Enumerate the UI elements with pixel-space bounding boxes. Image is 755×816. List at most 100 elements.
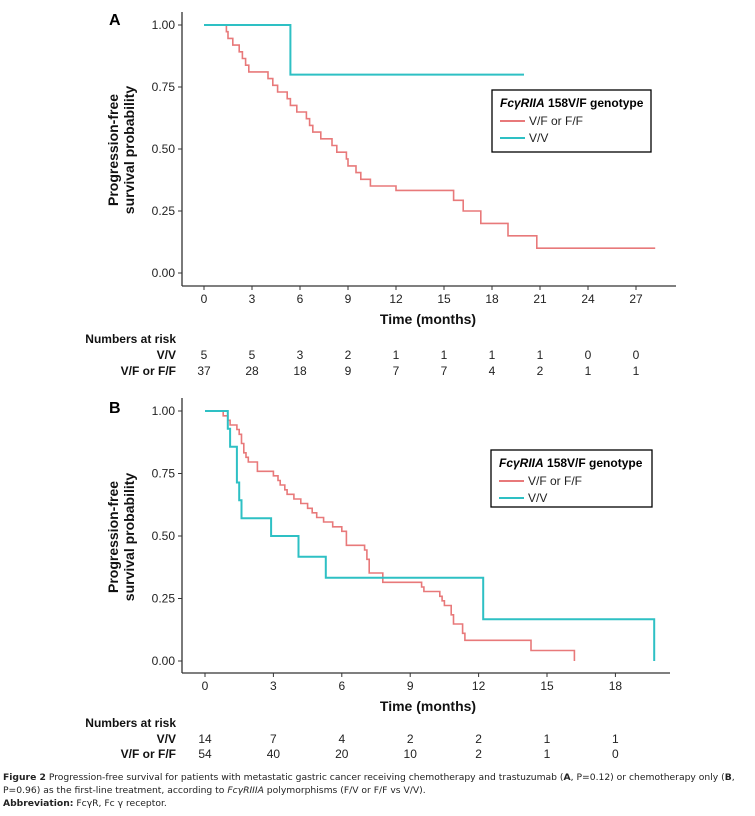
km-curve-vv	[205, 410, 656, 661]
risk-table-title: Numbers at risk	[85, 716, 176, 730]
caption-text-1: Progression-free survival for patients w…	[45, 772, 564, 783]
risk-value: 10	[404, 747, 418, 761]
x-tick-label: 24	[581, 292, 595, 306]
y-axis-title-line1: Progression-free	[105, 481, 121, 593]
caption-main: Figure 2 Progression-free survival for p…	[3, 771, 755, 797]
y-tick-label: 0.50	[152, 529, 176, 543]
risk-value: 5	[249, 348, 256, 362]
legend-label-vv: V/V	[529, 131, 548, 145]
risk-value: 0	[585, 348, 592, 362]
risk-value: 1	[585, 364, 592, 378]
x-tick-label: 6	[338, 679, 345, 693]
risk-value: 1	[441, 348, 448, 362]
km-curve-vf-ff	[205, 410, 576, 661]
risk-value: 4	[338, 732, 345, 746]
series-group	[205, 410, 656, 661]
risk-value: 1	[537, 348, 544, 362]
x-tick-label: 0	[202, 679, 209, 693]
risk-value: 5	[201, 348, 208, 362]
panel-label-b: B	[109, 400, 121, 417]
x-tick-label: 9	[407, 679, 414, 693]
panel-a: A Progression-free survival probability …	[85, 12, 676, 378]
risk-value: 1	[489, 348, 496, 362]
panel-label-a: A	[109, 12, 121, 29]
y-axis-title-line2: survival probability	[121, 473, 137, 602]
y-tick-label: 0.00	[152, 266, 176, 280]
risk-value: 1	[544, 747, 551, 761]
caption-text-2: polymorphisms (F/V or F/F vs V/V).	[263, 785, 426, 796]
x-tick-label: 3	[249, 292, 256, 306]
caption-abbrev-text: FcγR, Fc γ receptor.	[73, 798, 167, 809]
y-tick-label: 1.00	[152, 18, 176, 32]
risk-value: 54	[198, 747, 212, 761]
x-ticks: 0 3 6 9 12 15 18	[202, 673, 623, 693]
x-tick-label: 12	[389, 292, 403, 306]
x-tick-label: 15	[437, 292, 451, 306]
y-tick-label: 0.75	[152, 80, 176, 94]
risk-values: 5 5 3 2 1 1 1 1 0 0 37 28 18 9 7 7 4 2 1 1	[197, 348, 639, 378]
risk-value: 7	[393, 364, 400, 378]
legend-title: FcγRIIA 158V/F genotype	[500, 96, 644, 110]
legend-title-gene: FcγRIIA	[499, 456, 544, 470]
y-tick-label: 0.25	[152, 204, 176, 218]
figure: A Progression-free survival probability …	[85, 12, 676, 761]
y-axis-title: Progression-free survival probability	[105, 86, 137, 215]
risk-value: 2	[537, 364, 544, 378]
risk-value: 28	[245, 364, 259, 378]
risk-value: 1	[633, 364, 640, 378]
y-tick-label: 0.00	[152, 654, 176, 668]
caption-a-p: , P=0.12) or chemotherapy only (	[570, 772, 725, 783]
figure-caption: Figure 2 Progression-free survival for p…	[3, 771, 755, 810]
x-tick-label: 21	[533, 292, 547, 306]
y-tick-label: 0.50	[152, 142, 176, 156]
risk-value: 9	[345, 364, 352, 378]
risk-row-label-vf-ff: V/F or F/F	[121, 747, 176, 761]
x-tick-label: 15	[540, 679, 554, 693]
risk-value: 3	[297, 348, 304, 362]
y-axis-title-line1: Progression-free	[105, 94, 121, 206]
risk-value: 37	[197, 364, 211, 378]
risk-value: 0	[633, 348, 640, 362]
caption-a-label: A	[563, 772, 571, 783]
y-tick-label: 0.25	[152, 592, 176, 606]
legend-title-rest: 158V/F genotype	[544, 456, 643, 470]
caption-b-label: B	[724, 772, 732, 783]
legend: FcγRIIA 158V/F genotype V/F or F/F V/V	[491, 89, 652, 153]
caption-gene: FcγRIIIA	[227, 785, 264, 796]
risk-table: Numbers at risk V/V V/F or F/F 14 7 4 2 2 1 15…	[85, 716, 619, 761]
x-axis-title: Time (months)	[380, 311, 476, 327]
risk-value: 18	[293, 364, 307, 378]
risk-row-label-vv: V/V	[157, 732, 176, 746]
km-curve-vf-ff	[204, 24, 656, 249]
risk-value: 7	[441, 364, 448, 378]
y-axis-title-line2: survival probability	[121, 86, 137, 215]
risk-value: 7	[270, 732, 277, 746]
risk-value: 1	[544, 732, 551, 746]
x-tick-label: 6	[297, 292, 304, 306]
x-tick-label: 0	[201, 292, 208, 306]
caption-abbrev-label: Abbreviation:	[3, 798, 74, 809]
legend-label-vv: V/V	[528, 491, 547, 505]
km-curve-vv	[204, 24, 524, 76]
y-ticks: 0.00 0.25 0.50 0.75 1.00	[152, 18, 182, 280]
caption-abbreviation: Abbreviation: FcγR, Fc γ receptor.	[3, 797, 755, 810]
x-ticks: 0 3 6 9 12 15 18 21 24 27	[201, 286, 643, 306]
y-tick-label: 0.75	[152, 467, 176, 481]
caption-b-p: , P=0.96) as the first-line treatment, a…	[3, 772, 735, 796]
y-tick-label: 1.00	[152, 404, 176, 418]
legend-title-rest: 158V/F genotype	[545, 96, 644, 110]
series-group	[204, 24, 656, 249]
risk-value: 14	[198, 732, 212, 746]
x-tick-label: 12	[472, 679, 486, 693]
risk-value: 2	[475, 732, 482, 746]
risk-table-title: Numbers at risk	[85, 332, 176, 346]
x-tick-label: 18	[609, 679, 623, 693]
risk-row-label-vf-ff: V/F or F/F	[121, 364, 176, 378]
risk-value: 1	[612, 732, 619, 746]
risk-value: 2	[407, 732, 414, 746]
risk-value: 1	[393, 348, 400, 362]
x-tick-label: 9	[345, 292, 352, 306]
legend-title-gene: FcγRIIA	[500, 96, 545, 110]
legend-title: FcγRIIA 158V/F genotype	[499, 456, 643, 470]
risk-row-label-vv: V/V	[157, 348, 176, 362]
